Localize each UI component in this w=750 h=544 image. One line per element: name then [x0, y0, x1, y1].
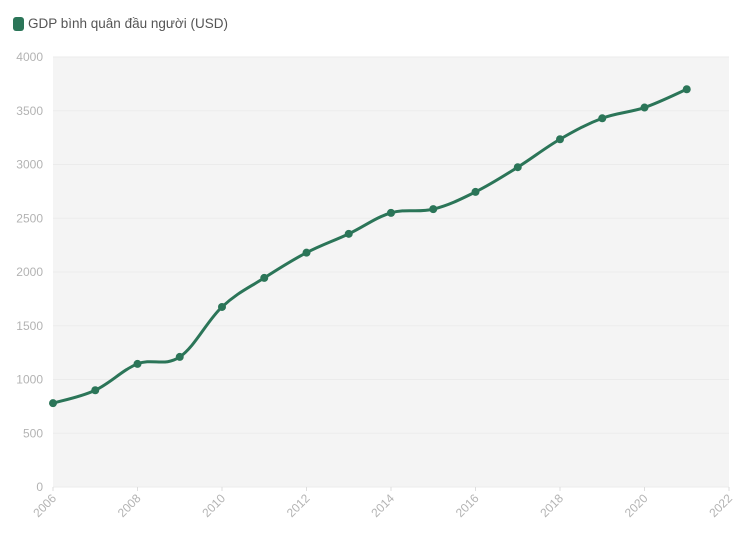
- data-point[interactable]: [133, 359, 142, 368]
- data-point[interactable]: [260, 273, 269, 282]
- y-tick-label: 2000: [16, 265, 43, 279]
- legend-label: GDP bình quân đầu người (USD): [28, 16, 228, 31]
- data-point[interactable]: [218, 302, 226, 311]
- data-point[interactable]: [640, 103, 649, 112]
- data-point[interactable]: [429, 205, 438, 214]
- x-tick-label: 2016: [453, 491, 482, 520]
- data-point[interactable]: [556, 135, 564, 144]
- data-point[interactable]: [175, 352, 184, 361]
- legend-swatch-icon: [13, 16, 24, 31]
- data-point[interactable]: [387, 208, 395, 217]
- series-line: [52, 87, 688, 405]
- y-tick-label: 500: [23, 426, 43, 440]
- x-tick-label: 2008: [115, 491, 144, 520]
- x-tick-label: 2020: [622, 491, 651, 520]
- data-point[interactable]: [471, 187, 480, 196]
- data-point[interactable]: [91, 386, 100, 395]
- y-tick-label: 1000: [16, 373, 43, 387]
- y-tick-label: 3000: [16, 158, 43, 172]
- x-tick-label: 2022: [706, 491, 735, 520]
- legend: GDP bình quân đầu người (USD): [13, 16, 228, 31]
- x-tick-label: 2006: [30, 491, 59, 520]
- data-point[interactable]: [302, 248, 311, 257]
- data-point[interactable]: [513, 163, 522, 172]
- x-tick-label: 2018: [537, 491, 566, 520]
- y-tick-label: 0: [36, 480, 43, 494]
- data-point[interactable]: [682, 85, 691, 94]
- data-point[interactable]: [344, 229, 353, 238]
- y-tick-label: 3500: [16, 104, 43, 118]
- x-tick-label: 2014: [368, 491, 397, 520]
- x-axis: 2006 2008 2010 2012 2014 2016 2018 2020 2022: [30, 487, 735, 520]
- data-point[interactable]: [598, 114, 607, 123]
- y-tick-label: 4000: [16, 50, 43, 64]
- y-tick-label: 1500: [16, 319, 43, 333]
- x-tick-label: 2010: [199, 491, 228, 520]
- data-series: [49, 85, 691, 408]
- x-tick-label: 2012: [284, 491, 313, 520]
- y-tick-label: 2500: [16, 211, 43, 225]
- y-axis: 0 500 1000 1500 2000 2500 3000 3500 4000: [16, 50, 43, 494]
- data-point[interactable]: [49, 399, 57, 408]
